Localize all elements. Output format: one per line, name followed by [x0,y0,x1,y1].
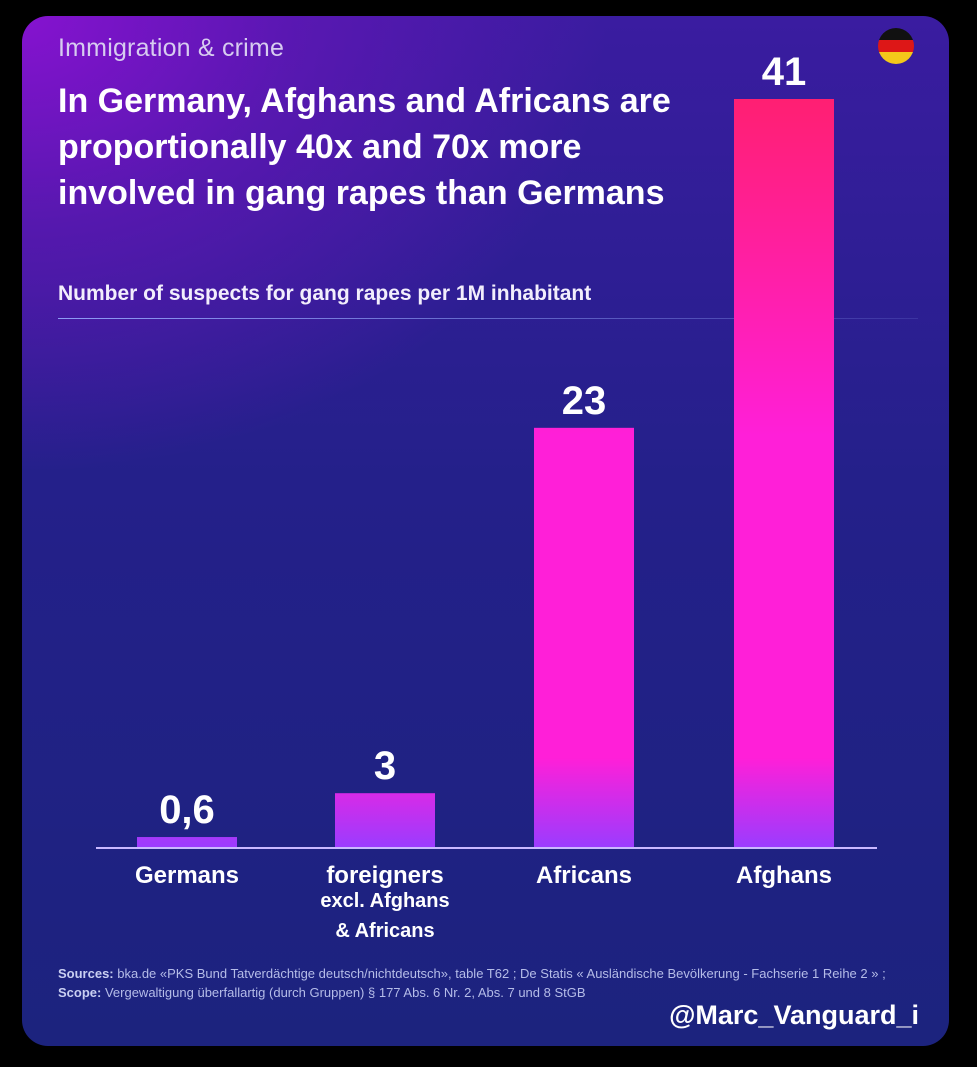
sources-label: Sources: [58,966,114,981]
subtitle-divider [58,318,918,319]
data-label: 3 [374,744,396,788]
kicker-text: Immigration & crime [58,34,285,62]
bar-germans [137,837,237,848]
data-label: 23 [562,379,607,423]
category-label: Germans [135,862,239,889]
category-label: & Africans [335,920,434,942]
bar-africans [534,427,634,848]
bar-foreigners [335,793,435,848]
germany-flag-icon [878,28,914,64]
category-label: foreigners [326,862,443,889]
chart-title: Number of suspects for gang rapes per 1M… [58,282,592,305]
sources-text: bka.de «PKS Bund Tatverdächtige deutsch/… [113,966,886,981]
headline: In Germany, Afghans and Africans are pro… [58,82,671,212]
author-handle: @Marc_Vanguard_i [669,1000,919,1030]
data-label: 41 [762,50,807,94]
category-label: Africans [536,862,632,889]
category-label: excl. Afghans [320,890,449,912]
bar-afghans [734,99,834,848]
sources-note: Sources: bka.de «PKS Bund Tatverdächtige… [58,964,888,1002]
data-label: 0,6 [159,788,215,832]
category-label: Afghans [736,862,832,889]
infographic-card: Immigration & crime In Germany, Afghans … [22,16,949,1046]
scope-text: Vergewaltigung überfallartig (durch Grup… [101,985,586,1000]
scope-label: Scope: [58,985,102,1000]
